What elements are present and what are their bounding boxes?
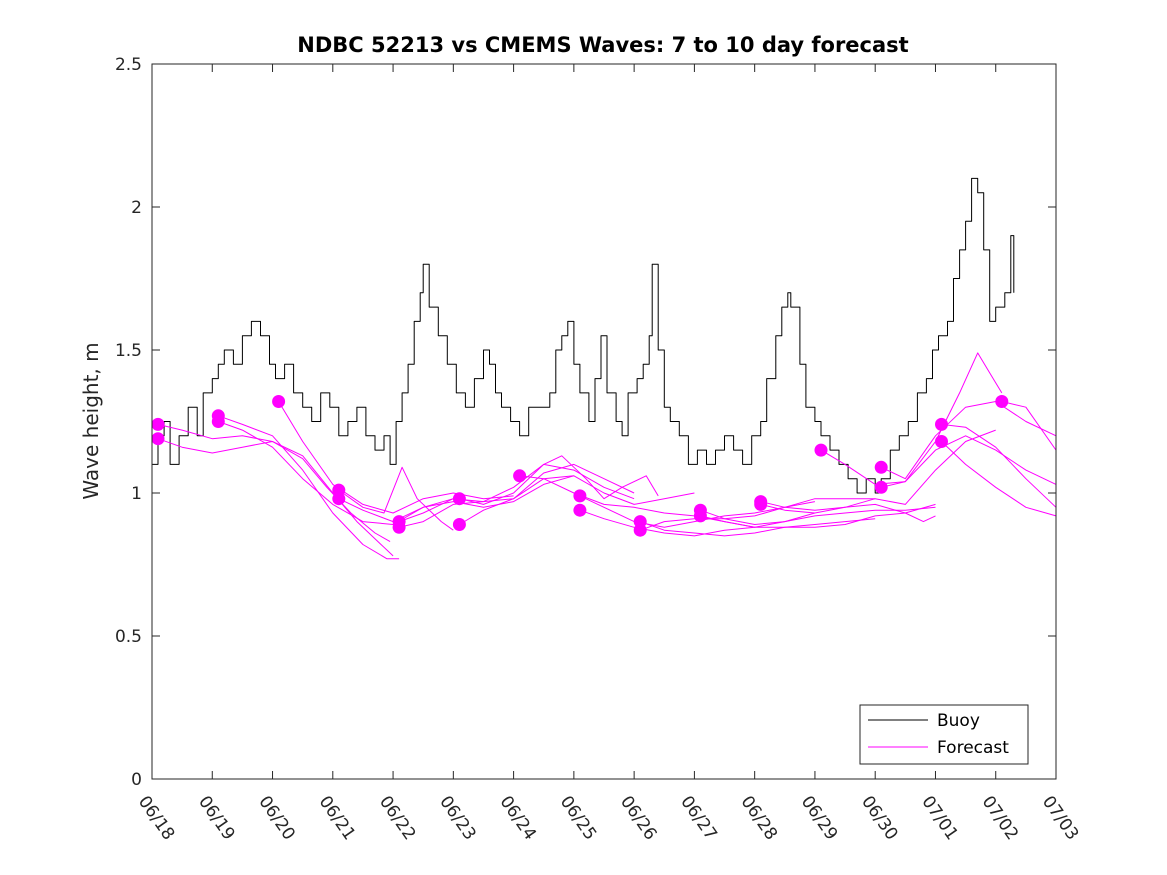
x-tick-label: 07/02	[978, 792, 1022, 844]
forecast-start-marker	[332, 492, 346, 506]
forecast-start-marker	[935, 435, 948, 448]
x-tick-label: 06/23	[435, 792, 479, 844]
x-tick-label: 07/03	[1038, 792, 1082, 844]
forecast-line	[157, 423, 391, 543]
y-tick-label: 1	[131, 484, 142, 504]
forecast-start-marker	[211, 415, 225, 428]
marker-layer	[151, 395, 1009, 537]
legend-label-forecast: Forecast	[937, 738, 1009, 758]
forecast-line	[459, 475, 695, 525]
forecast-start-marker	[573, 503, 587, 517]
forecast-line	[1001, 401, 1057, 451]
forecast-line	[579, 509, 816, 537]
forecast-start-marker	[151, 417, 165, 431]
y-tick-label: 2	[131, 198, 142, 218]
x-tick-label: 06/21	[315, 792, 359, 844]
forecast-line	[579, 495, 815, 528]
buoy-line	[152, 177, 1015, 494]
forecast-start-marker	[452, 492, 466, 506]
forecast-start-marker	[452, 518, 466, 531]
y-tick-label: 0.5	[115, 627, 142, 647]
forecast-start-marker	[633, 523, 647, 537]
forecast-start-marker	[935, 417, 948, 431]
x-tick-label: 06/20	[254, 792, 298, 844]
forecast-line	[880, 401, 1057, 480]
forecast-start-marker	[573, 489, 587, 503]
y-tick-label: 0	[131, 770, 142, 790]
chart-title: NDBC 52213 vs CMEMS Waves: 7 to 10 day f…	[297, 33, 908, 57]
forecast-line	[941, 423, 1057, 508]
x-tick-label: 06/22	[375, 792, 419, 844]
forecast-start-marker	[151, 432, 165, 446]
forecast-start-marker	[693, 509, 707, 523]
series-layer	[152, 177, 1057, 560]
x-tick-label: 06/28	[737, 792, 781, 844]
forecast-start-marker	[513, 469, 527, 483]
plot-area	[152, 64, 1056, 779]
x-tick-label: 06/29	[797, 792, 841, 844]
y-tick-label: 1.5	[115, 341, 142, 361]
plot-frame	[151, 63, 1057, 780]
forecast-line	[941, 441, 1057, 517]
forecast-line	[760, 429, 996, 514]
forecast-line	[700, 503, 936, 528]
forecast-line	[398, 463, 635, 528]
legend: Buoy Forecast	[859, 704, 1029, 765]
y-tick-label: 2.5	[115, 55, 142, 75]
forecast-line	[157, 438, 394, 557]
forecast-line	[278, 401, 514, 514]
forecast-line	[218, 421, 454, 525]
forecast-line	[760, 501, 936, 523]
legend-box	[859, 704, 1029, 765]
x-tick-label: 06/26	[616, 792, 660, 844]
x-tick-label: 06/30	[857, 792, 901, 844]
forecast-start-marker	[272, 395, 286, 408]
legend-label-buoy: Buoy	[937, 711, 980, 731]
x-tick-label: 06/19	[194, 792, 238, 844]
forecast-start-marker	[814, 443, 828, 457]
forecast-line	[459, 455, 659, 505]
y-axis-label: Wave height, m	[79, 342, 103, 499]
forecast-line	[640, 518, 876, 537]
forecast-start-marker	[874, 460, 888, 474]
x-tick-label: 06/24	[496, 792, 540, 844]
x-tick-label: 06/27	[676, 792, 720, 844]
forecast-start-marker	[874, 480, 888, 494]
x-tick-label: 06/18	[134, 792, 178, 844]
x-tick-label: 06/25	[556, 792, 600, 844]
forecast-line	[640, 498, 876, 531]
forecast-line	[338, 475, 575, 523]
forecast-start-marker	[995, 395, 1009, 408]
forecast-line	[338, 466, 454, 531]
x-tick-label: 07/01	[917, 792, 961, 844]
forecast-line	[881, 435, 1057, 488]
forecast-start-marker	[754, 497, 768, 511]
forecast-start-marker	[392, 520, 406, 534]
